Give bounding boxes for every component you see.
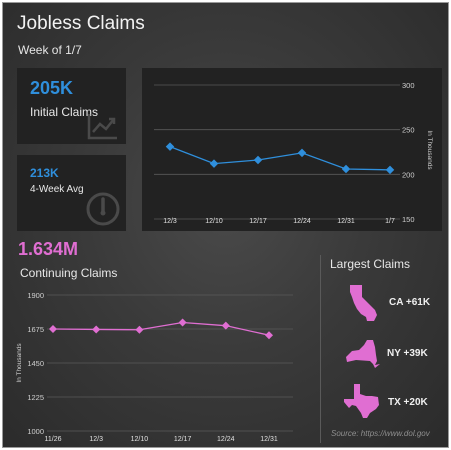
data-point [341,164,351,174]
data-point [165,142,175,151]
series-line [52,321,270,336]
y-tick-label: 250 [402,126,415,135]
y-tick-label: 1900 [27,291,44,300]
initial-claims-chart: 150 200 250 300 In Thousands 12/3 12/10 12/17 12… [154,81,433,225]
section-divider [320,255,321,443]
x-tick-label: 12/3 [163,218,177,225]
y-tick-label: 200 [402,170,415,179]
y-tick-label: 1225 [27,393,44,402]
data-point [265,331,273,340]
initial-claims-chart-card: 150 200 250 300 In Thousands 12/3 12/10 12/17 12… [142,68,442,231]
california-icon [350,285,377,321]
trend-chart-icon [87,114,117,140]
x-tick-label: 12/3 [89,436,103,443]
data-point [297,148,307,158]
x-tick-label: 12/17 [174,436,192,443]
y-tick-label: 1000 [27,427,44,436]
y-tick-label: 150 [402,215,415,224]
continuing-claims-label: Continuing Claims [20,266,118,280]
x-tick-label: 12/31 [260,436,278,443]
california-claims-label: CA +61K [389,297,431,308]
x-tick-label: 1/7 [385,218,395,225]
data-point [92,325,101,334]
x-tick-label: 11/26 [45,436,62,443]
data-point [49,325,57,333]
texas-claims-label: TX +20K [388,397,428,408]
x-tick-label: 12/10 [131,436,149,443]
page-title: Jobless Claims [17,13,145,34]
continuing-claims-value: 1.634M [18,239,79,259]
new-york-icon [346,340,380,368]
data-point [209,159,219,168]
initial-claims-value: 205K [30,78,74,98]
continuing-claims-chart: 1000 1225 1450 1675 1900 In Thousands 11/26 12/… [16,291,293,443]
x-tick-label: 12/31 [337,218,355,225]
initial-claims-label: Initial Claims [30,105,99,119]
y-axis-label: In Thousands [426,130,433,170]
four-week-avg-label: 4-Week Avg [30,184,84,195]
texas-icon [344,384,379,418]
x-tick-label: 12/17 [249,218,267,225]
y-tick-label: 1450 [27,359,44,368]
new-york-claims-label: NY +39K [387,348,428,359]
y-tick-label: 300 [402,81,415,90]
data-point [253,155,263,165]
data-point [178,318,187,327]
x-tick-label: 12/24 [293,218,311,225]
largest-claims-title: Largest Claims [330,257,411,271]
x-tick-label: 12/10 [205,218,223,225]
four-week-avg-card: 213K 4-Week Avg [17,155,126,231]
series-line [169,146,391,171]
y-axis-label: In Thousands [16,343,23,383]
data-point [385,165,395,175]
data-point [135,325,144,334]
data-point [221,321,230,330]
source-note: Source: https://www.dol.gov [331,429,430,438]
four-week-avg-value: 213K [30,166,59,180]
page-subtitle: Week of 1/7 [18,43,82,57]
gauge-icon [86,192,120,226]
y-tick-label: 1675 [27,325,44,334]
x-tick-label: 12/24 [217,436,235,443]
initial-claims-card: 205K Initial Claims [17,68,126,144]
